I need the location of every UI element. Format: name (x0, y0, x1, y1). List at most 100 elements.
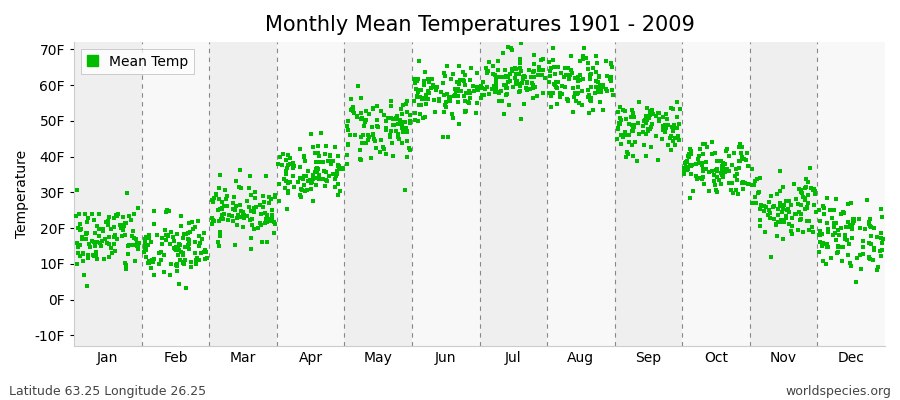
Point (378, 127, 392, 133)
Point (221, 216, 236, 223)
Point (165, 261, 179, 268)
Point (542, 89, 556, 96)
Point (107, 234, 122, 240)
Point (867, 246, 881, 253)
Point (445, 111, 459, 118)
Point (561, 97, 575, 103)
Point (267, 221, 282, 227)
Point (436, 133, 450, 140)
Point (142, 260, 157, 266)
Point (681, 150, 696, 157)
Point (551, 79, 565, 85)
Point (461, 99, 475, 106)
Point (220, 203, 235, 210)
Point (209, 192, 223, 199)
Point (619, 149, 634, 156)
Point (710, 173, 724, 180)
Point (157, 252, 171, 258)
Point (229, 178, 243, 184)
Point (383, 134, 398, 140)
Point (279, 168, 293, 174)
Point (834, 211, 849, 217)
Point (96, 228, 111, 234)
Point (488, 72, 502, 78)
Point (131, 205, 146, 212)
Point (102, 214, 116, 220)
Point (451, 99, 465, 106)
Point (554, 90, 568, 96)
Point (430, 83, 445, 90)
Point (310, 142, 325, 149)
Point (230, 215, 244, 221)
Point (513, 83, 527, 89)
Point (386, 153, 400, 159)
Point (594, 89, 608, 95)
Point (696, 174, 710, 181)
Point (276, 176, 291, 182)
Point (345, 107, 359, 114)
Point (278, 185, 293, 192)
Point (808, 208, 823, 215)
Point (437, 73, 452, 79)
Point (418, 114, 433, 120)
Point (763, 192, 778, 199)
Point (416, 115, 430, 121)
Point (645, 120, 660, 127)
Point (232, 184, 247, 190)
Point (794, 186, 808, 193)
Point (306, 197, 320, 204)
Point (525, 80, 539, 86)
Point (748, 178, 762, 184)
Point (581, 110, 596, 116)
Point (191, 218, 205, 224)
Point (409, 78, 423, 84)
Point (212, 184, 226, 191)
Point (200, 255, 214, 262)
Point (147, 220, 161, 227)
Point (731, 191, 745, 198)
Point (583, 96, 598, 103)
Point (256, 204, 271, 210)
Point (166, 238, 181, 244)
Point (97, 256, 112, 262)
Point (775, 219, 789, 225)
Point (114, 224, 129, 230)
Point (428, 109, 443, 115)
Point (543, 72, 557, 79)
Point (162, 272, 176, 279)
Point (526, 95, 540, 102)
Point (283, 154, 297, 161)
Point (640, 117, 654, 124)
Point (301, 178, 315, 184)
Point (705, 151, 719, 157)
Point (83, 244, 97, 250)
Point (776, 183, 790, 190)
Point (791, 226, 806, 233)
Point (319, 177, 333, 183)
Point (75, 236, 89, 242)
Point (355, 115, 369, 121)
Point (119, 220, 133, 226)
Point (448, 86, 463, 92)
Point (451, 93, 465, 100)
Point (147, 208, 161, 215)
Point (616, 107, 631, 114)
Point (236, 210, 250, 217)
Point (544, 93, 558, 100)
Point (138, 242, 152, 248)
Point (626, 153, 640, 159)
Point (815, 203, 830, 210)
Point (137, 248, 151, 255)
Point (417, 82, 431, 88)
Point (862, 254, 877, 260)
Point (499, 73, 513, 80)
Point (94, 238, 109, 244)
Point (672, 106, 687, 112)
Point (679, 159, 693, 165)
Point (794, 215, 808, 222)
Point (174, 249, 188, 255)
Point (796, 229, 811, 236)
Point (116, 227, 130, 233)
Point (339, 161, 354, 168)
Point (309, 159, 323, 166)
